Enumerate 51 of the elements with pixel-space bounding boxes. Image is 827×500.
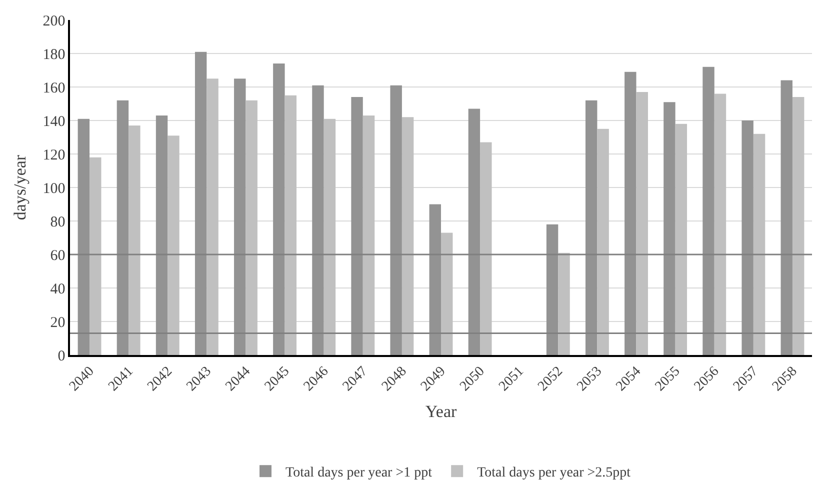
y-tick-label: 40 bbox=[50, 281, 66, 298]
x-axis-title: Year bbox=[425, 402, 457, 421]
bar bbox=[468, 108, 480, 355]
bar bbox=[246, 100, 258, 355]
bar bbox=[194, 52, 207, 355]
y-tick-label: 20 bbox=[50, 314, 66, 331]
bar bbox=[351, 97, 363, 355]
bar bbox=[234, 78, 246, 355]
bar bbox=[792, 97, 804, 355]
bar bbox=[324, 118, 336, 355]
y-tick-label: 200 bbox=[42, 13, 66, 30]
y-tick-label: 80 bbox=[50, 214, 66, 230]
bar bbox=[90, 157, 102, 355]
bar bbox=[636, 92, 648, 355]
bar bbox=[402, 117, 414, 355]
y-tick-label: 100 bbox=[42, 180, 66, 197]
legend-label: Total days per year >1 ppt bbox=[286, 466, 432, 481]
bar bbox=[597, 128, 609, 355]
bar bbox=[780, 80, 792, 355]
bar bbox=[156, 115, 168, 355]
bar bbox=[753, 134, 766, 355]
y-tick-label: 180 bbox=[42, 46, 66, 63]
bar bbox=[624, 72, 636, 355]
y-tick-label: 120 bbox=[42, 147, 66, 164]
bar bbox=[558, 252, 570, 355]
y-tick-label: 140 bbox=[42, 114, 66, 130]
bar bbox=[273, 64, 285, 355]
bar bbox=[480, 142, 492, 355]
bar bbox=[675, 124, 688, 355]
bar bbox=[78, 118, 90, 355]
bar bbox=[429, 204, 441, 355]
bar bbox=[168, 136, 180, 355]
bar bbox=[742, 120, 754, 355]
y-tick-label: 160 bbox=[42, 80, 66, 96]
bar bbox=[116, 100, 129, 355]
y-tick-label: 60 bbox=[50, 248, 66, 264]
bar bbox=[284, 95, 297, 355]
bar bbox=[206, 78, 218, 355]
y-axis-title: days/year bbox=[10, 154, 30, 220]
bar bbox=[362, 115, 375, 355]
bar bbox=[128, 126, 140, 355]
bar bbox=[585, 100, 598, 355]
y-tick-label: 0 bbox=[58, 348, 66, 364]
bar bbox=[546, 224, 558, 355]
bar bbox=[714, 94, 726, 355]
bar bbox=[390, 85, 402, 355]
bar bbox=[441, 232, 453, 355]
bar bbox=[702, 66, 714, 355]
bar bbox=[664, 102, 676, 355]
legend-label: Total days per year >2.5ppt bbox=[477, 466, 631, 481]
bar bbox=[312, 85, 324, 355]
